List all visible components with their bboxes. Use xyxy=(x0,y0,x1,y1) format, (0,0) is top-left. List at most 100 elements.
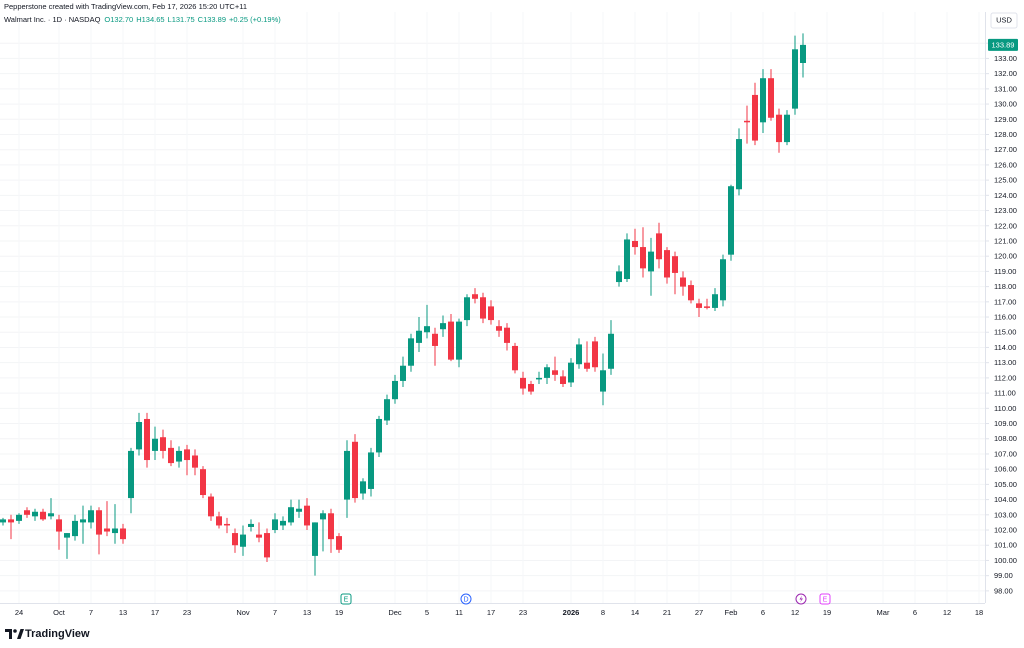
y-tick-label: 119.00 xyxy=(994,267,1016,276)
candle-body xyxy=(152,438,158,451)
x-tick-label: 8 xyxy=(601,608,605,617)
candle-body xyxy=(496,326,502,331)
x-tick-label: 27 xyxy=(695,608,703,617)
candle-body xyxy=(712,294,718,308)
x-tick-label: 19 xyxy=(335,608,343,617)
candle-body xyxy=(672,256,678,273)
earnings-label[interactable]: E xyxy=(823,596,828,603)
candle-body xyxy=(112,528,118,534)
candle-body xyxy=(504,327,510,343)
dividend-label[interactable]: D xyxy=(463,596,468,603)
x-tick-label: 7 xyxy=(89,608,93,617)
candle-body xyxy=(664,250,670,278)
y-tick-label: 115.00 xyxy=(994,328,1016,337)
time-axis: 24 Oct 7 13 17 23 Nov 7 13 19 Dec 5 11 17 23 2026 8 14 21 2… xyxy=(15,608,983,617)
earnings-marker[interactable] xyxy=(819,593,831,605)
x-tick-label: 13 xyxy=(119,608,127,617)
change-value: +0.25 (+0.19%) xyxy=(229,15,281,24)
symbol: Walmart Inc. · 1D · NASDAQ xyxy=(4,15,101,24)
candle-body xyxy=(400,365,406,381)
last-price-label: 133.89 xyxy=(992,40,1015,49)
candle-body xyxy=(296,508,302,512)
x-tick-label: 13 xyxy=(303,608,311,617)
x-tick-label: 19 xyxy=(823,608,831,617)
candle-body xyxy=(632,240,638,248)
x-tick-label: Feb xyxy=(725,608,738,617)
candle-body xyxy=(384,399,390,421)
candle-body xyxy=(160,437,166,451)
candle-body xyxy=(88,510,94,523)
earnings-label[interactable]: E xyxy=(344,596,349,603)
candle-body xyxy=(792,49,798,109)
candle-body xyxy=(56,519,62,532)
y-tick-label: 107.00 xyxy=(994,449,1017,458)
y-tick-label: 131.00 xyxy=(994,84,1017,93)
candle-body xyxy=(264,533,270,558)
candle-body xyxy=(440,323,446,330)
y-tick-label: 100.00 xyxy=(994,556,1017,565)
candle-body xyxy=(536,377,542,380)
candle-body xyxy=(128,450,134,499)
earnings-marker[interactable] xyxy=(340,593,352,605)
candle-body xyxy=(240,534,246,547)
y-tick-label: 112.00 xyxy=(994,373,1016,382)
candle-body xyxy=(192,455,198,468)
candle-body xyxy=(728,186,734,255)
candles xyxy=(0,33,806,576)
candle-body xyxy=(568,362,574,383)
y-tick-label: 120.00 xyxy=(994,252,1017,261)
candle-body xyxy=(784,114,790,143)
low-value: L131.75 xyxy=(168,15,195,24)
candle-body xyxy=(120,528,126,540)
x-tick-label: 2026 xyxy=(563,608,580,617)
candle-body xyxy=(696,303,702,308)
x-tick-label: 14 xyxy=(631,608,639,617)
logo: TradingView xyxy=(5,628,90,640)
y-tick-label: 106.00 xyxy=(994,465,1017,474)
candle-body xyxy=(432,333,438,346)
candle-body xyxy=(736,139,742,190)
x-tick-label: 21 xyxy=(663,608,671,617)
candle-body xyxy=(456,321,462,360)
dividend-marker[interactable] xyxy=(460,593,472,605)
logo-mark xyxy=(5,629,12,639)
currency[interactable]: USD xyxy=(996,15,1012,24)
candle-body xyxy=(208,496,214,517)
x-tick-label: 11 xyxy=(455,608,463,617)
candle-body xyxy=(488,306,494,321)
candle-body xyxy=(424,326,430,333)
candle-body xyxy=(376,418,382,453)
candle-body xyxy=(16,514,22,521)
x-tick-label: Nov xyxy=(236,608,250,617)
event-markers: E D E xyxy=(340,593,831,605)
candle-body xyxy=(32,511,38,517)
candle-body xyxy=(24,510,30,515)
candle-body xyxy=(776,114,782,143)
candle-body xyxy=(344,450,350,500)
candle-body xyxy=(368,452,374,489)
candle-body xyxy=(616,271,622,283)
candle-body xyxy=(40,511,46,520)
high-value: H134.65 xyxy=(136,15,164,24)
candle-body xyxy=(256,534,262,538)
currency-box[interactable] xyxy=(990,12,1018,29)
candle-body xyxy=(72,520,78,537)
candle-body xyxy=(680,277,686,287)
candle-body xyxy=(248,523,254,527)
y-tick-label: 118.00 xyxy=(994,282,1016,291)
candle-body xyxy=(360,481,366,494)
candle-body xyxy=(528,383,534,392)
x-tick-label: 12 xyxy=(943,608,951,617)
y-tick-label: 122.00 xyxy=(994,221,1017,230)
x-tick-label: 24 xyxy=(15,608,23,617)
candle-body xyxy=(584,362,590,369)
candle-body xyxy=(224,523,230,526)
x-tick-label: 12 xyxy=(791,608,799,617)
candle-body xyxy=(560,376,566,384)
candle-body xyxy=(136,422,142,450)
open-value: O132.70 xyxy=(104,15,133,24)
candle-body xyxy=(752,94,758,141)
x-tick-label: Dec xyxy=(388,608,402,617)
candle-body xyxy=(280,520,286,526)
